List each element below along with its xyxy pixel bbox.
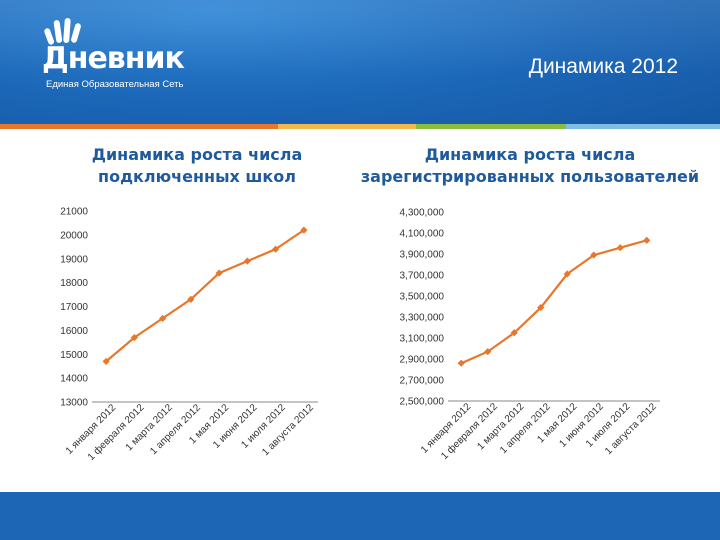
data-point (159, 314, 167, 323)
stripe-green (416, 124, 566, 129)
chart-title-users: Динамика роста числа зарегистрированных … (360, 144, 700, 188)
y-tick-label: 2,900,000 (400, 355, 445, 366)
y-tick-label: 17000 (60, 302, 88, 313)
y-tick-label: 4,300,000 (400, 208, 445, 219)
y-tick-label: 3,500,000 (400, 292, 445, 303)
data-point (300, 226, 308, 234)
y-tick-label: 3,700,000 (400, 271, 445, 282)
data-point (484, 348, 492, 356)
series-line (460, 239, 648, 365)
y-tick-label: 18000 (60, 278, 88, 289)
y-tick-label: 4,100,000 (400, 229, 445, 240)
y-tick-label: 16000 (60, 326, 88, 337)
stripe-yellow (278, 124, 416, 129)
data-point (243, 257, 251, 265)
y-tick-label: 3,300,000 (400, 313, 445, 324)
y-tick-label: 2,500,000 (400, 397, 445, 408)
logo-hand-icon (44, 18, 81, 45)
y-tick-label: 3,100,000 (400, 334, 445, 345)
data-point (215, 269, 223, 277)
data-point (187, 295, 195, 303)
chart-title-schools-line2: подключенных школ (98, 167, 296, 186)
data-point (616, 244, 624, 252)
data-point (457, 359, 465, 367)
chart-title-users-line2: зарегистрированных пользователей (360, 167, 700, 186)
header-banner (0, 0, 720, 124)
data-point (102, 357, 110, 366)
color-stripe (0, 124, 720, 129)
data-point (563, 270, 571, 278)
chart-title-schools-line1: Динамика роста числа (91, 145, 303, 164)
series-line (105, 229, 305, 363)
data-point (272, 245, 280, 253)
y-tick-label: 20000 (60, 230, 88, 241)
y-tick-label: 3,900,000 (400, 250, 445, 261)
data-point (643, 236, 651, 244)
brand-tagline: Единая Образовательная Сеть (46, 79, 184, 90)
data-point (590, 251, 598, 259)
brand-name: Дневник (42, 41, 185, 76)
y-tick-label: 2,700,000 (400, 376, 445, 387)
data-point (510, 329, 518, 337)
y-tick-label: 19000 (60, 254, 88, 265)
data-point (130, 333, 138, 342)
page-title: Динамика 2012 (528, 55, 678, 78)
chart-title-schools: Динамика роста числа подключенных школ (52, 144, 342, 188)
stripe-lightblue (566, 124, 720, 129)
chart-title-users-line1: Динамика роста числа (424, 145, 636, 164)
y-tick-label: 13000 (60, 398, 88, 409)
stripe-orange (0, 124, 278, 129)
y-tick-label: 15000 (60, 350, 88, 361)
footer-bar (0, 492, 720, 540)
y-tick-label: 21000 (60, 207, 88, 218)
data-point (537, 303, 545, 312)
y-tick-label: 14000 (60, 374, 88, 385)
